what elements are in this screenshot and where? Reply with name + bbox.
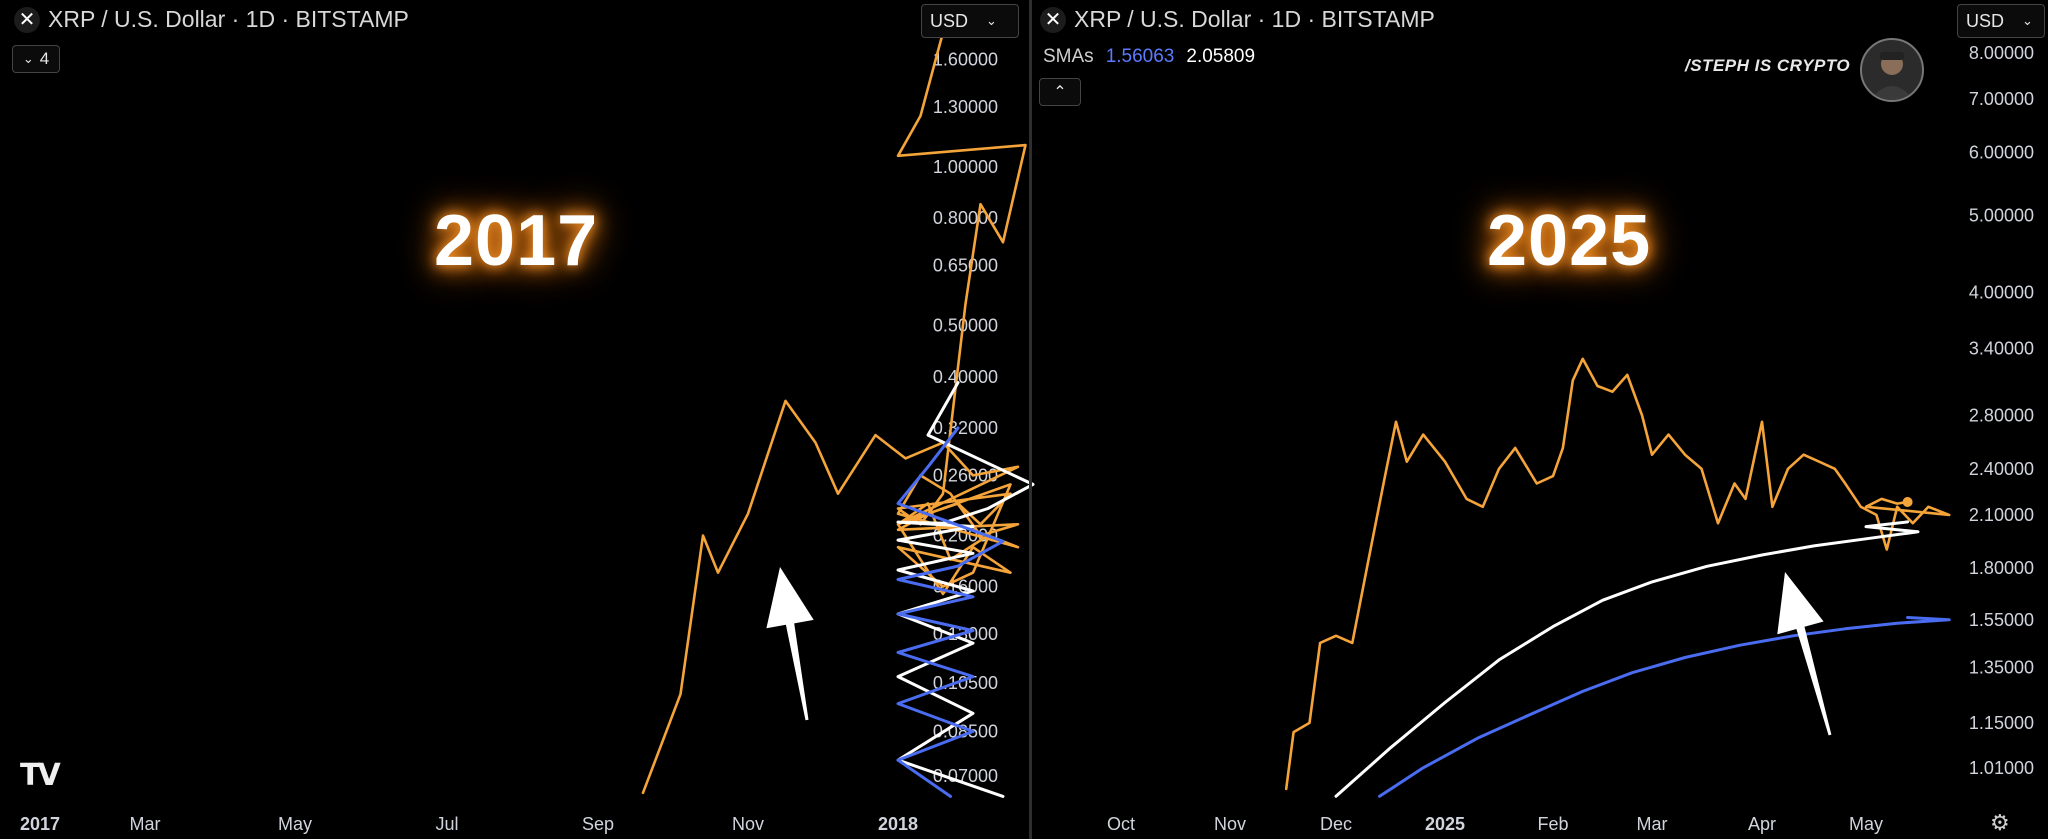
panel-divider [1029, 0, 1032, 839]
sma-value-blue: 1.56063 [1105, 46, 1175, 67]
x-tick-label: Feb [1537, 814, 1568, 834]
x-tick-label: Mar [1637, 814, 1668, 834]
last-price-dot [1902, 497, 1913, 508]
left-symbol-title: XRP / U.S. Dollar · 1D · BITSTAMP [48, 6, 409, 32]
x-tick-label: Oct [1107, 814, 1135, 834]
left-currency-label: USD [930, 10, 969, 31]
chevron-down-icon: ⌄ [986, 13, 997, 28]
y-tick-label: 1.30000 [933, 97, 998, 117]
y-tick-label: 0.07000 [933, 766, 998, 786]
x-tick-label: Mar [130, 814, 161, 834]
chart-2017: 1.60000 1.30000 1.00000 0.80000 0.65000 0.500… [20, 12, 1035, 834]
y-tick-label: 1.15000 [1969, 713, 2034, 733]
chevron-down-icon: ⌄ [22, 51, 34, 66]
left-currency-select[interactable]: USD ⌄ [921, 4, 1019, 38]
y-tick-label: 4.00000 [1969, 282, 2034, 302]
price-line [1284, 357, 1951, 791]
x-tick-label: 2017 [20, 814, 60, 834]
left-big-year: 2017 [434, 201, 599, 281]
right-symbol-title: XRP / U.S. Dollar · 1D · BITSTAMP [1074, 6, 1435, 32]
y-tick-label: 0.26000 [933, 465, 998, 485]
legend-expand-button[interactable]: ⌃ [1039, 78, 1081, 106]
y-tick-label: 0.50000 [933, 316, 998, 336]
close-icon[interactable]: ✕ [1040, 6, 1066, 33]
right-big-year: 2025 [1487, 201, 1652, 281]
y-tick-label: 1.80000 [1969, 558, 2034, 578]
y-tick-label: 8.00000 [1969, 43, 2034, 63]
y-tick-label: 1.60000 [933, 49, 998, 69]
y-tick-label: 2.10000 [1969, 505, 2034, 525]
y-tick-label: 6.00000 [1969, 142, 2034, 162]
right-currency-label: USD [1966, 10, 2005, 31]
chevron-down-icon: ⌄ [2022, 13, 2033, 28]
sma-blue-line [1378, 616, 1951, 798]
chevron-up-icon: ⌃ [1053, 84, 1067, 101]
indicator-collapse-button[interactable]: ⌄ 4 [12, 45, 60, 73]
sma-white-line [896, 381, 1035, 798]
y-tick-label: 5.00000 [1969, 205, 2034, 225]
sma-white-line [1334, 520, 1920, 798]
left-panel-header: ✕ XRP / U.S. Dollar · 1D · BITSTAMP [14, 6, 409, 33]
y-tick-label: 7.00000 [1969, 89, 2034, 109]
close-icon[interactable]: ✕ [14, 6, 40, 33]
y-tick-label: 0.65000 [933, 256, 998, 276]
y-tick-label: 3.40000 [1969, 338, 2034, 358]
y-tick-label: 2.40000 [1969, 459, 2034, 479]
brand-watermark: /STEPH IS CRYPTO [1685, 56, 1851, 75]
sma-value-white: 2.05809 [1186, 46, 1256, 67]
x-tick-label: Dec [1320, 814, 1352, 834]
x-tick-label: Nov [1214, 814, 1246, 834]
chart-2025: 8.00000 7.00000 6.00000 5.00000 4.00000 3.400… [1107, 43, 2034, 834]
x-tick-label: 2018 [878, 814, 918, 834]
avatar [1860, 38, 1924, 102]
tradingview-logo: TV [20, 758, 61, 793]
x-tick-label: Apr [1748, 814, 1776, 834]
right-currency-select[interactable]: USD ⌄ [1957, 4, 2045, 38]
arrow-up-annotation [1777, 572, 1832, 736]
y-tick-label: 0.40000 [933, 367, 998, 387]
sma-legend: SMAs 1.56063 2.05809 [1043, 46, 1255, 68]
arrow-up-annotation [766, 567, 814, 721]
x-tick-label: Sep [582, 814, 614, 834]
y-tick-label: 0.32000 [933, 418, 998, 438]
x-tick-label: May [1849, 814, 1883, 834]
y-tick-label: 0.10500 [933, 673, 998, 693]
indicator-count: 4 [39, 49, 50, 68]
y-tick-label: 1.01000 [1969, 758, 2034, 778]
x-tick-label: Jul [435, 814, 458, 834]
x-tick-label: 2025 [1425, 814, 1465, 834]
gear-icon[interactable]: ⚙ [1990, 810, 2010, 835]
sma-blue-line [896, 426, 1005, 798]
y-tick-label: 1.35000 [1969, 658, 2034, 678]
sma-label: SMAs [1043, 46, 1094, 67]
y-tick-label: 1.55000 [1969, 610, 2034, 630]
avatar-portrait [1870, 52, 1914, 100]
y-tick-label: 1.00000 [933, 157, 998, 177]
y-tick-label: 0.80000 [933, 208, 998, 228]
x-tick-label: May [278, 814, 312, 834]
y-tick-label: 2.80000 [1969, 406, 2034, 426]
x-tick-label: Nov [732, 814, 764, 834]
right-panel-header: ✕ XRP / U.S. Dollar · 1D · BITSTAMP [1040, 6, 1435, 33]
